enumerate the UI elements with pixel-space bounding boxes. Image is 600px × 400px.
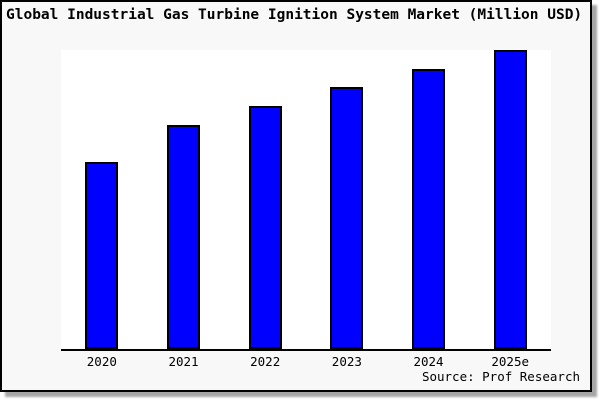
bar-2025e: [493, 50, 527, 349]
bar-slot-2023: [306, 50, 388, 349]
bar-slot-2025e: [469, 50, 551, 349]
x-tick-label-2021: 2021: [168, 354, 199, 369]
bar-2020: [85, 162, 119, 349]
bar-2022: [248, 106, 282, 349]
chart-frame: Global Industrial Gas Turbine Ignition S…: [0, 0, 592, 392]
x-tick-label-2020: 2020: [86, 354, 117, 369]
x-axis-labels: 2020 2021 2022 2023 2024 2025e: [61, 355, 551, 368]
bar-2023: [330, 87, 364, 349]
chart-title: Global Industrial Gas Turbine Ignition S…: [6, 7, 583, 23]
bar-slot-2021: [143, 50, 225, 349]
x-tick-label-2024: 2024: [413, 354, 444, 369]
bar-slot-2020: [61, 50, 143, 349]
x-tick-label-2022: 2022: [250, 354, 281, 369]
bar-slot-2022: [224, 50, 306, 349]
x-tick-label-2023: 2023: [331, 354, 362, 369]
bars-container: [61, 50, 551, 349]
bar-slot-2024: [388, 50, 470, 349]
source-credit: Source: Prof Research: [421, 369, 580, 384]
x-tick-label-2025e: 2025e: [491, 354, 530, 369]
bar-2021: [167, 124, 200, 349]
bar-2024: [412, 68, 446, 349]
plot-area: [61, 50, 551, 351]
